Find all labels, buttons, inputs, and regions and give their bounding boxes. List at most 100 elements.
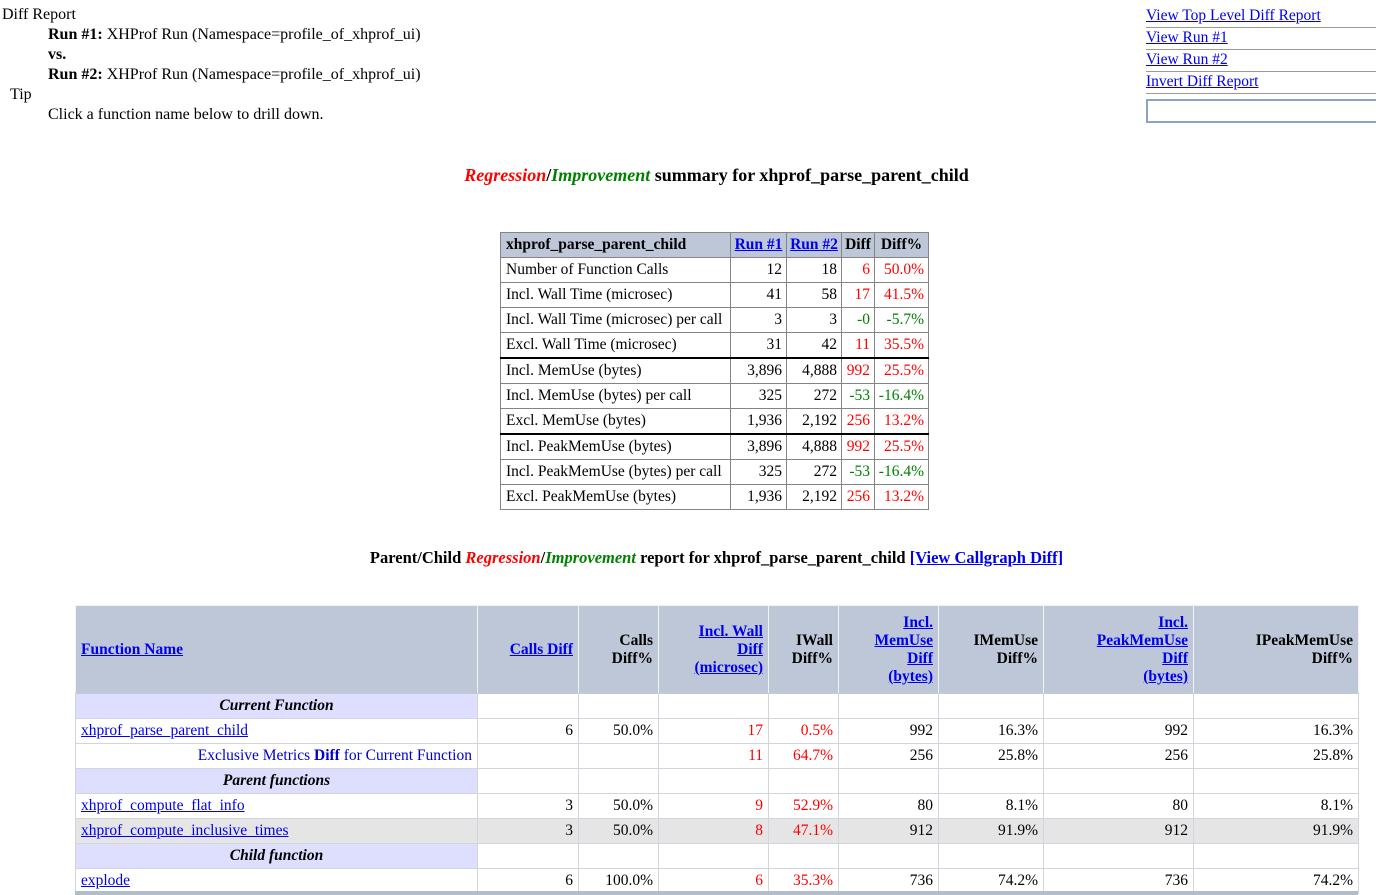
run1-value: 1,936 [730, 484, 787, 510]
empty-cell [477, 693, 579, 719]
run2-value: 2,192 [786, 484, 842, 510]
function-row: explode 6 100.0% 6 35.3% 736 74.2% 736 74.2% [75, 868, 1359, 894]
value-cell: 0.5% [768, 718, 839, 744]
report-header-row: Function Name Calls Diff Calls Diff% Incl. W… [75, 605, 1359, 694]
nav-link-1[interactable]: View Run #1 [1146, 29, 1228, 46]
value-cell: 74.2% [1193, 868, 1359, 894]
metric-label: Incl. PeakMemUse (bytes) [500, 433, 731, 460]
value-cell: 74.2% [938, 868, 1044, 894]
run1-value: 3,896 [730, 357, 787, 384]
function-link[interactable]: xhprof_compute_inclusive_times [81, 822, 289, 839]
empty-cell [578, 693, 659, 719]
value-cell: 52.9% [768, 793, 839, 819]
value-cell: 912 [1043, 818, 1194, 844]
sort-link-5[interactable]: Incl. MemUse Diff (bytes) [874, 613, 933, 685]
diff-pct-value: -16.4% [874, 459, 929, 485]
diff-report-title: Diff Report [2, 6, 76, 23]
diff-pct-value: 35.5% [874, 332, 929, 359]
value-cell: 8.1% [938, 793, 1044, 819]
summary-table: xhprof_parse_parent_child Run #1 Run #2 Di… [500, 232, 929, 510]
empty-cell [658, 768, 769, 794]
nav-row: View Run #2 [1146, 50, 1376, 72]
function-link[interactable]: explode [81, 872, 131, 889]
value-cell: 9 [658, 793, 769, 819]
run1-value: 12 [730, 257, 787, 283]
summary-run-link-0[interactable]: Run #1 [734, 236, 783, 253]
run1-label: Run #1: [48, 26, 103, 43]
run1-value: 1,936 [730, 408, 787, 435]
value-cell: 80 [838, 793, 939, 819]
report-col-header: Incl. PeakMemUse Diff (bytes) [1043, 605, 1194, 694]
value-cell: 256 [838, 743, 939, 769]
summary-title: Regression/Improvement summary for xhpro… [464, 165, 969, 185]
value-cell: 64.7% [768, 743, 839, 769]
sort-link-1[interactable]: Calls Diff [509, 640, 573, 658]
diff-pct-value: 25.5% [874, 357, 929, 384]
sort-link-7[interactable]: Incl. PeakMemUse Diff (bytes) [1096, 613, 1188, 685]
sort-link-3[interactable]: Incl. Wall Diff (microsec) [694, 622, 763, 676]
diff-value: 992 [841, 433, 875, 460]
value-cell: 50.0% [578, 718, 659, 744]
run1-value: 3 [730, 307, 787, 333]
value-cell: 91.9% [1193, 818, 1359, 844]
value-cell: 6 [477, 868, 579, 894]
report-col-header: IPeakMemUse Diff% [1193, 605, 1359, 694]
run2-value: 58 [786, 282, 842, 308]
sort-link-0[interactable]: Function Name [81, 640, 184, 658]
summary-col-header: Run #1 [730, 232, 787, 258]
run2-value: 4,888 [786, 357, 842, 384]
report-title: Parent/Child Regression/Improvement repo… [369, 548, 1064, 567]
metric-label: Incl. MemUse (bytes) per call [500, 383, 731, 409]
summary-run-link-1[interactable]: Run #2 [790, 236, 838, 253]
diff-value: 17 [841, 282, 875, 308]
view-callgraph-diff-link[interactable]: [View Callgraph Diff] [909, 548, 1064, 567]
run1-value: 3,896 [730, 433, 787, 460]
run2-value: XHProf Run (Namespace=profile_of_xhprof_… [106, 66, 421, 83]
summary-corner-label: xhprof_parse_parent_child [500, 232, 731, 258]
diff-pct-value: 13.2% [874, 484, 929, 510]
run2-value: 4,888 [786, 433, 842, 460]
diff-pct-value: 41.5% [874, 282, 929, 308]
run1-line: Run #1: XHProf Run (Namespace=profile_of… [48, 25, 421, 45]
metric-label: Incl. PeakMemUse (bytes) per call [500, 459, 731, 485]
empty-cell [1193, 843, 1359, 869]
report-table: Function Name Calls Diff Calls Diff% Incl. W… [75, 605, 1359, 894]
value-cell: 6 [658, 868, 769, 894]
empty-cell [578, 768, 659, 794]
value-cell: 16.3% [938, 718, 1044, 744]
function-link[interactable]: xhprof_compute_flat_info [81, 797, 245, 814]
nav-link-3[interactable]: Invert Diff Report [1146, 73, 1259, 90]
value-cell: 25.8% [938, 743, 1044, 769]
section-label: Parent functions [75, 768, 478, 794]
improvement-label: Improvement [545, 548, 636, 567]
run2-line: Run #2: XHProf Run (Namespace=profile_of… [48, 65, 421, 85]
empty-cell [1193, 768, 1359, 794]
report-body: Current Function xhprof_parse_parent_chil… [75, 693, 1359, 894]
nav-link-2[interactable]: View Run #2 [1146, 51, 1228, 68]
value-cell: 3 [477, 793, 579, 819]
value-cell: 25.8% [1193, 743, 1359, 769]
function-row: xhprof_compute_flat_info 3 50.0% 9 52.9% 80 8.… [75, 793, 1359, 819]
nav-row: View Top Level Diff Report [1146, 6, 1376, 28]
diff-pct-value: -5.7% [874, 307, 929, 333]
function-link[interactable]: xhprof_parse_parent_child [81, 722, 248, 739]
empty-cell [768, 768, 839, 794]
summary-row: Incl. PeakMemUse (bytes) per call 325 272-… [500, 459, 929, 485]
value-cell: 80 [1043, 793, 1194, 819]
vs-line: vs. [48, 46, 67, 63]
run2-value: 272 [786, 383, 842, 409]
search-input[interactable] [1146, 99, 1376, 123]
value-cell: 736 [1043, 868, 1194, 894]
value-cell: 6 [477, 718, 579, 744]
summary-row: Incl. Wall Time (microsec) 41 58 17 41.5% [500, 282, 929, 308]
value-cell: 3 [477, 818, 579, 844]
empty-cell [768, 693, 839, 719]
summary-body: Number of Function Calls 12 18 6 50.0% Incl. … [500, 257, 929, 510]
metric-label: Incl. Wall Time (microsec) [500, 282, 731, 308]
nav-link-0[interactable]: View Top Level Diff Report [1146, 7, 1321, 24]
value-cell: 8.1% [1193, 793, 1359, 819]
empty-cell [938, 843, 1044, 869]
summary-header-row: xhprof_parse_parent_child Run #1 Run #2 Di… [500, 232, 929, 258]
diff-value: -0 [841, 307, 875, 333]
metric-label: Incl. MemUse (bytes) [500, 357, 731, 384]
